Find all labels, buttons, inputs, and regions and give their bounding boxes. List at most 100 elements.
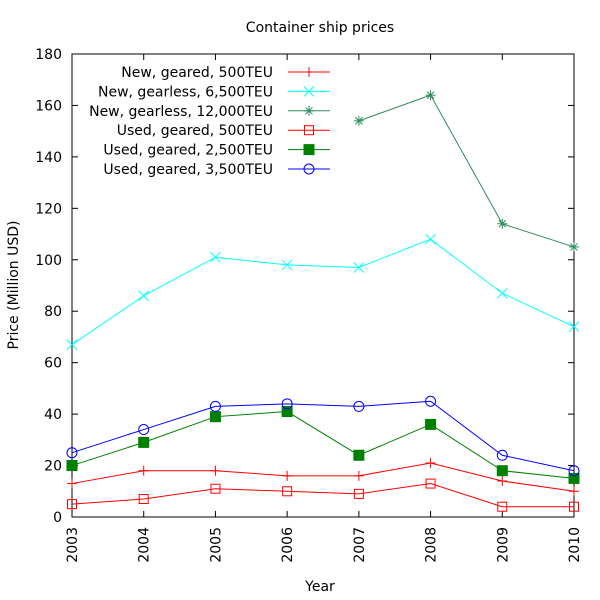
data-point xyxy=(497,218,508,229)
data-point xyxy=(353,470,364,481)
y-tick-label: 180 xyxy=(35,47,62,63)
legend-label: Used, geared, 3,500TEU xyxy=(103,162,273,178)
data-point xyxy=(209,411,221,423)
y-tick-label: 60 xyxy=(44,356,62,372)
data-point xyxy=(281,406,293,418)
plot-frame xyxy=(71,53,575,518)
legend-label: Used, geared, 2,500TEU xyxy=(103,143,273,159)
data-point xyxy=(569,501,579,512)
data-point xyxy=(353,449,365,461)
y-axis-ticks: 0 20 40 60 80 100 120 140 160 180 xyxy=(35,47,574,526)
data-point xyxy=(138,424,150,436)
series-6 xyxy=(66,395,580,477)
legend-item: New, geared, 500TEU xyxy=(121,65,330,81)
y-tick-label: 20 xyxy=(44,459,62,475)
data-point xyxy=(496,287,508,299)
x-tick-label: 2009 xyxy=(495,527,511,563)
data-point xyxy=(425,418,437,430)
series-line xyxy=(71,483,574,508)
data-point xyxy=(353,488,364,499)
data-point xyxy=(282,470,293,481)
data-point xyxy=(282,486,293,497)
series-layer xyxy=(66,90,580,512)
series-line xyxy=(358,94,575,248)
series-5 xyxy=(66,406,580,484)
legend: New, geared, 500TEU New, gearless, 6,500T… xyxy=(89,65,330,178)
data-point xyxy=(66,339,78,351)
data-point xyxy=(497,475,508,486)
x-axis-ticks: 2003 2004 2005 2006 2007 2008 2009 2010 xyxy=(65,54,583,563)
data-point xyxy=(568,465,580,477)
data-point xyxy=(67,478,77,489)
data-point xyxy=(138,290,150,302)
series-line xyxy=(71,411,575,479)
data-point xyxy=(66,460,78,472)
legend-marker xyxy=(304,125,314,136)
data-point xyxy=(67,499,77,510)
y-axis-label: Price (Million USD) xyxy=(6,221,22,350)
legend-label: New, gearless, 6,500TEU xyxy=(98,84,273,100)
data-point xyxy=(353,262,365,273)
legend-label: Used, geared, 500TEU xyxy=(117,123,273,139)
series-3 xyxy=(353,90,579,252)
legend-item: New, gearless, 6,500TEU xyxy=(98,84,330,100)
data-point xyxy=(353,400,365,412)
data-point xyxy=(138,465,149,476)
x-tick-label: 2008 xyxy=(424,527,440,563)
x-tick-label: 2005 xyxy=(208,527,224,563)
data-point xyxy=(425,457,436,468)
data-point xyxy=(66,447,78,459)
data-point xyxy=(353,115,364,126)
x-tick-label: 2004 xyxy=(137,527,153,563)
data-point xyxy=(425,478,436,489)
data-point xyxy=(568,321,580,333)
y-tick-label: 140 xyxy=(35,150,62,166)
x-axis-label: Year xyxy=(304,579,335,595)
legend-item: Used, geared, 500TEU xyxy=(117,123,330,139)
data-point xyxy=(425,90,436,101)
legend-marker xyxy=(303,86,315,97)
series-2 xyxy=(66,233,580,351)
data-point xyxy=(425,233,436,245)
legend-item: Used, geared, 2,500TEU xyxy=(103,143,330,159)
data-point xyxy=(281,259,293,271)
x-tick-label: 2007 xyxy=(352,527,368,563)
y-tick-label: 40 xyxy=(44,407,62,423)
data-point xyxy=(425,395,437,407)
series-line xyxy=(71,400,575,472)
data-point xyxy=(210,251,221,263)
y-tick-label: 120 xyxy=(35,201,62,217)
data-point xyxy=(209,400,221,412)
series-line xyxy=(71,462,575,492)
data-point xyxy=(138,493,149,504)
legend-label: New, geared, 500TEU xyxy=(121,65,273,81)
plot-border xyxy=(71,53,575,518)
y-tick-label: 100 xyxy=(35,253,62,269)
y-tick-label: 0 xyxy=(53,510,62,526)
data-point xyxy=(569,486,579,497)
y-tick-label: 80 xyxy=(44,304,62,320)
series-line xyxy=(71,238,575,346)
data-point xyxy=(138,436,150,448)
series-4 xyxy=(67,478,579,512)
y-tick-label: 160 xyxy=(35,98,62,114)
series-1 xyxy=(67,457,579,497)
legend-item: New, gearless, 12,000TEU xyxy=(89,104,330,120)
data-point xyxy=(210,483,221,494)
x-tick-label: 2010 xyxy=(567,527,583,563)
data-point xyxy=(496,465,508,477)
legend-label: New, gearless, 12,000TEU xyxy=(89,104,273,120)
legend-item: Used, geared, 3,500TEU xyxy=(103,162,330,178)
legend-marker xyxy=(304,105,314,116)
legend-marker xyxy=(303,144,315,156)
chart-title: Container ship prices xyxy=(246,20,394,36)
data-point xyxy=(497,501,508,512)
legend-marker xyxy=(303,163,315,175)
data-point xyxy=(496,449,508,461)
x-tick-label: 2003 xyxy=(65,527,81,563)
data-point xyxy=(281,398,293,410)
x-tick-label: 2006 xyxy=(280,527,296,563)
data-point xyxy=(569,241,579,252)
legend-marker xyxy=(304,67,314,77)
